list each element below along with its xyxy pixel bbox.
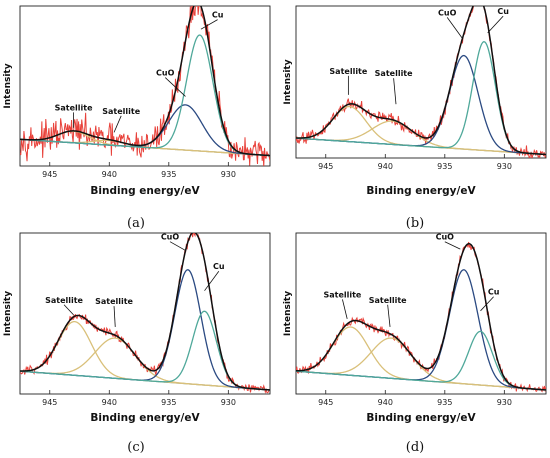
panel-label: (d) [406,440,424,455]
annotation-pointer [480,296,494,312]
peak-label: CuO [161,233,180,242]
y-axis-label: Intensity [3,291,13,336]
peak-label: Satellite [102,107,140,116]
plot-area [19,232,271,395]
envelope-fit-line [296,242,546,391]
peak-label: Satellite [329,67,367,76]
xps-panel-d: CuO Cu Satellite Satellite 945 940 935 930 Bindi… [283,232,547,455]
peak-label: Satellite [369,296,407,305]
annotation-pointer [444,241,461,250]
x-tick-label: 935 [437,162,452,171]
annotation-pointer [63,304,74,316]
xps-panel-c: CuO Cu Satellite Satellite 945 940 935 930 Bindi… [3,232,271,455]
peak-label: Cu [212,11,224,20]
panel-label: (a) [127,216,145,231]
x-tick-label: 930 [221,170,236,179]
plot-area [295,232,547,395]
x-tick-label: 930 [497,162,512,171]
x-tick-label: 930 [497,398,512,407]
annotation-pointer [393,78,397,105]
x-tick-label: 935 [437,398,452,407]
x-tick-label: 945 [42,398,57,407]
annotation-pointer [113,306,116,327]
annotation-pointer [342,299,348,319]
y-axis-label: Intensity [283,59,293,104]
x-axis-label: Binding energy/eV [366,412,476,424]
y-axis-label: Intensity [3,63,13,108]
panel-label: (b) [406,216,424,231]
peak-label: Cu [213,262,225,271]
x-tick-label: 940 [378,162,393,171]
peak-label: Satellite [95,297,133,306]
envelope-fit-line [20,233,270,391]
peak-label: Satellite [45,296,83,305]
panel-label: (c) [127,440,144,455]
x-tick-label: 930 [221,398,236,407]
peak-label: CuO [438,8,457,17]
peak-label: CuO [436,233,455,242]
envelope-fit-line [20,6,270,157]
y-axis-label: Intensity [283,291,293,336]
cu-component-peak [296,330,546,391]
x-axis-label: Binding energy/eV [90,185,200,197]
annotation-pointer [164,77,186,97]
x-tick-label: 940 [378,398,393,407]
annotation-pointer [200,19,218,30]
annotation-pointer [446,17,463,39]
x-tick-label: 945 [42,170,57,179]
x-axis-label: Binding energy/eV [366,185,476,197]
peak-label: Satellite [323,290,361,299]
annotation-pointer [113,115,122,133]
x-tick-label: 945 [318,398,333,407]
xps-panel-b: CuO Cu Satellite Satellite 945 940 935 930 Bindi… [283,5,547,231]
annotation-pointer [487,15,504,34]
x-tick-label: 940 [102,398,117,407]
x-axis-label: Binding energy/eV [90,412,200,424]
annotation-pointer [204,270,220,291]
peak-label: Cu [497,7,509,16]
x-tick-label: 935 [161,170,176,179]
annotation-pointer [387,304,391,327]
peak-label: Cu [488,288,500,297]
peak-label: CuO [156,69,175,78]
peak-label: Satellite [375,69,413,78]
x-tick-label: 940 [102,170,117,179]
x-tick-label: 945 [318,162,333,171]
annotation-pointer [169,241,186,251]
peak-label: Satellite [55,103,93,112]
envelope-fit-line [296,6,546,156]
satellite-component-peak [296,337,546,391]
x-tick-label: 935 [161,398,176,407]
xps-panel-a: Cu CuO Satellite Satellite 945 940 935 930 Bindi… [3,5,271,231]
